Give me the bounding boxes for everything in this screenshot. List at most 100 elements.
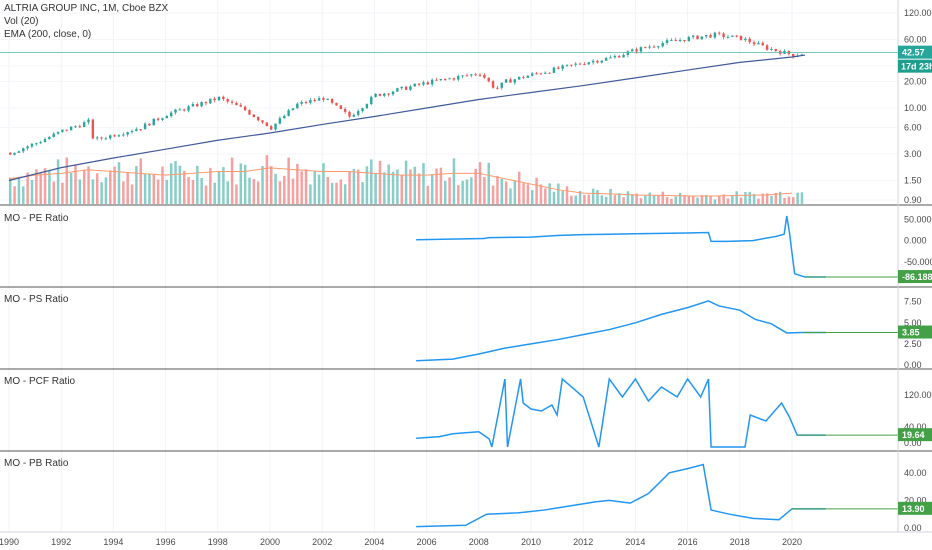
candle-body [413,83,416,87]
volume-bar [365,166,369,204]
year-tick-label: 2012 [573,537,593,547]
candle-body [156,118,160,120]
volume-bar [352,168,356,204]
volume-bar [670,198,673,204]
candle-body [509,79,512,83]
candle-body [330,98,334,103]
volume-bar [48,170,51,204]
candle-body [339,105,342,109]
volume-bar [800,192,804,204]
volume-bar [544,188,547,204]
volume-bar [204,185,208,204]
candle-body [609,57,612,59]
volume-bar [604,196,608,204]
candle-body [683,39,686,42]
candle-body [422,82,425,85]
volume-bar [439,167,443,204]
candle-body [82,122,86,127]
candle-body [417,83,421,85]
candle-body [304,101,308,103]
ps-pane-title: MO - PS Ratio [4,294,69,305]
candle-body [30,143,34,147]
volume-bar [457,185,460,204]
candle-body [265,122,269,127]
volume-bar [478,162,482,204]
candle-body [109,135,112,139]
candle-body [644,47,647,49]
volume-bar [104,177,108,204]
candle-body [474,74,477,76]
volume-bar [69,172,73,204]
pb-pane-title: MO - PB Ratio [4,458,69,469]
volume-bar [504,181,508,204]
candle-body [465,75,469,77]
volume-bar [491,185,495,204]
year-tick-label: 2004 [364,537,384,547]
candle-body [691,35,695,38]
candle-body [631,49,634,52]
ratio-pane-2 [416,215,898,278]
candle-body [731,35,734,37]
volume-bar [270,166,273,204]
volume-bar [691,195,695,204]
volume-bar [113,166,116,204]
candle-body [622,54,625,58]
volume-bar [304,169,308,204]
volume-bar [91,179,95,204]
ratio-tick-label: 20.00 [904,495,927,505]
candle-body [430,79,434,85]
pe-pane-title: MO - PE Ratio [4,213,69,224]
candle-body [139,129,142,131]
volume-bar [461,180,464,204]
candle-body [613,56,617,58]
volume-bar [383,172,386,204]
price-tick-label: 1.50 [904,175,922,185]
volume-bar [535,177,538,204]
volume-bar [517,171,521,204]
candle-body [39,142,42,144]
candle-body [517,76,521,80]
candle-body [87,119,90,123]
candle-body [256,117,260,121]
volume-bar [561,190,564,204]
volume-bar [796,192,799,204]
volume-bar [596,190,599,204]
candle-body [213,98,216,101]
volume-bar [618,193,621,204]
candle-body [165,116,168,119]
volume-bar [500,178,504,204]
volume-bar [531,190,534,204]
candle-body [574,63,577,65]
volume-bar [565,186,569,204]
ratio-tick-label: 40.00 [904,468,927,478]
volume-bar [65,157,69,204]
volume-bar [96,173,99,204]
candle-body [618,56,621,58]
year-tick-label: 2020 [782,537,802,547]
ratio-tick-label: 0.00 [904,360,922,370]
ratio-line [416,300,826,362]
candle-body [744,38,747,41]
volume-bar [792,197,795,204]
volume-bars [9,155,804,204]
candle-body [504,79,508,83]
candle-body [700,36,704,40]
candle-body [452,78,456,80]
candle-body [322,98,325,100]
volume-bar [452,158,456,204]
candle-body [230,101,234,103]
ratio-pane-3 [416,300,898,362]
volume-bar [783,197,786,204]
ratio-tick-label: 0.00 [904,523,922,533]
price-tick-label: 10.00 [904,103,927,113]
year-tick-label: 2016 [678,537,698,547]
candle-body [670,39,673,41]
ratio-pane-5 [416,463,898,528]
volume-bar [309,184,312,204]
candle-body [639,47,643,52]
candle-body [283,115,286,119]
candle-body [661,42,664,47]
volume-bar [574,195,577,204]
last-value-tag [898,428,932,442]
